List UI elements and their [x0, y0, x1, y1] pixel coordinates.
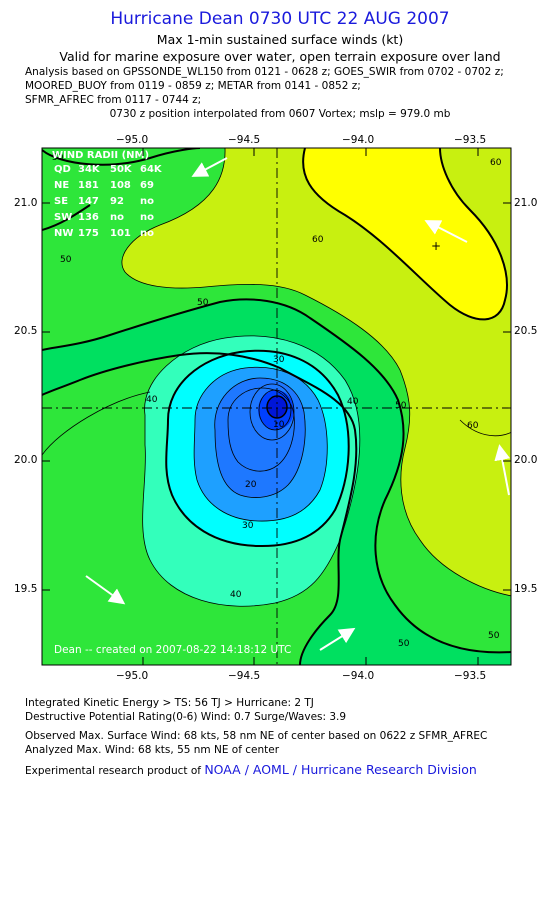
bottom-lon-label: −95.0	[116, 670, 149, 682]
contour-label: 40	[146, 395, 158, 405]
isotach-inner	[258, 389, 292, 431]
isotach-20	[193, 366, 328, 522]
observed-max-wind: Observed Max. Surface Wind: 68 kts, 58 n…	[25, 730, 488, 742]
isotach-70	[302, 148, 508, 321]
contour-label: 50	[488, 631, 500, 641]
contour-label: 50	[60, 255, 72, 265]
isotach-30	[165, 349, 350, 548]
isotach-50	[42, 298, 511, 654]
ike-line: Integrated Kinetic Energy > TS: 56 TJ > …	[25, 697, 314, 709]
max-wind-marker: +	[431, 239, 441, 253]
wind-10-20-region	[214, 378, 306, 498]
isotach-inner	[249, 383, 295, 441]
wind-vector-arrow	[424, 220, 468, 243]
right-lat-label: 20.5	[514, 325, 538, 337]
bottom-lon-label: −94.5	[228, 670, 261, 682]
contour-label: 50	[395, 401, 407, 411]
product-prefix: Experimental research product of	[25, 765, 205, 777]
analysis-line-3: SFMR_AFREC from 0117 - 0744 z;	[25, 94, 202, 106]
contour-label: 10	[273, 420, 285, 430]
wind-radii-row-se: SE 147 92 no	[54, 196, 154, 207]
isotach-50	[42, 352, 358, 665]
analysis-line-1: Analysis based on GPSSONDE_WL150 from 01…	[25, 66, 504, 78]
product-credit: Experimental research product of NOAA / …	[25, 762, 477, 777]
right-lat-label: 20.0	[514, 454, 538, 466]
subtitle-parameter: Max 1-min sustained surface winds (kt)	[156, 32, 404, 47]
wind-radii-title: WIND RADII (NM)	[52, 150, 149, 161]
right-lat-label: 21.0	[514, 197, 538, 209]
wind-radii-row-ne: NE 181 108 69	[54, 180, 154, 191]
wind-gt-70-region	[303, 148, 507, 320]
wind-vector-arrow	[319, 627, 356, 651]
subtitle-exposure: Valid for marine exposure over water, op…	[59, 49, 501, 64]
contour-label: 60	[490, 158, 502, 168]
isotach-40	[42, 391, 151, 456]
isotach-40	[142, 335, 361, 607]
position-note: 0730 z position interpolated from 0607 V…	[109, 108, 451, 120]
created-note: Dean -- created on 2007-08-22 14:18:12 U…	[54, 644, 291, 656]
wind-radii-row-nw: NW 175 101 no	[54, 228, 154, 239]
wind-vector-arrow	[494, 444, 511, 496]
noaa-link[interactable]: NOAA / AOML / Hurricane Research Divisio…	[204, 762, 477, 777]
contour-label: 60	[467, 421, 479, 431]
contour-label: 20	[245, 480, 257, 490]
bottom-lon-label: −94.0	[342, 670, 375, 682]
contour-label: 60	[312, 235, 324, 245]
left-lat-label: 20.0	[14, 454, 38, 466]
top-lon-label: −94.5	[228, 134, 261, 146]
wind-vector-arrow	[85, 575, 126, 605]
analysis-line-2: MOORED_BUOY from 0119 - 0859 z; METAR fr…	[25, 80, 361, 92]
isotach-10	[214, 377, 306, 498]
contour-label: 50	[197, 298, 209, 308]
left-lat-label: 19.5	[14, 583, 38, 595]
right-lat-label: 19.5	[514, 583, 538, 595]
analyzed-max-wind: Analyzed Max. Wind: 68 kts, 55 nm NE of …	[25, 744, 280, 756]
isotach-50	[42, 148, 201, 166]
isotach-50	[42, 204, 91, 231]
wind-vector-arrow	[191, 157, 228, 177]
contour-label: 50	[398, 639, 410, 649]
plot-frame	[41, 147, 512, 666]
wind-radii-header: QD 34K 50K 64K	[54, 164, 163, 175]
dpr-line: Destructive Potential Rating(0-6) Wind: …	[25, 711, 347, 723]
top-lon-label: −93.5	[454, 134, 487, 146]
contour-label: 40	[230, 590, 242, 600]
contour-label: 40	[347, 397, 359, 407]
bottom-lon-label: −93.5	[454, 670, 487, 682]
top-lon-label: −95.0	[116, 134, 149, 146]
page-title: Hurricane Dean 0730 UTC 22 AUG 2007	[110, 9, 450, 29]
isotach-60	[121, 148, 511, 597]
contour-label: 50	[52, 153, 64, 163]
contour-label: 30	[273, 355, 285, 365]
wind-radii-row-sw: SW 136 no no	[54, 212, 154, 223]
isotach-inner	[227, 387, 295, 472]
top-lon-label: −94.0	[342, 134, 375, 146]
isotach-60	[459, 419, 511, 437]
left-lat-label: 20.5	[14, 325, 38, 337]
contour-label: 30	[242, 521, 254, 531]
left-lat-label: 21.0	[14, 197, 38, 209]
